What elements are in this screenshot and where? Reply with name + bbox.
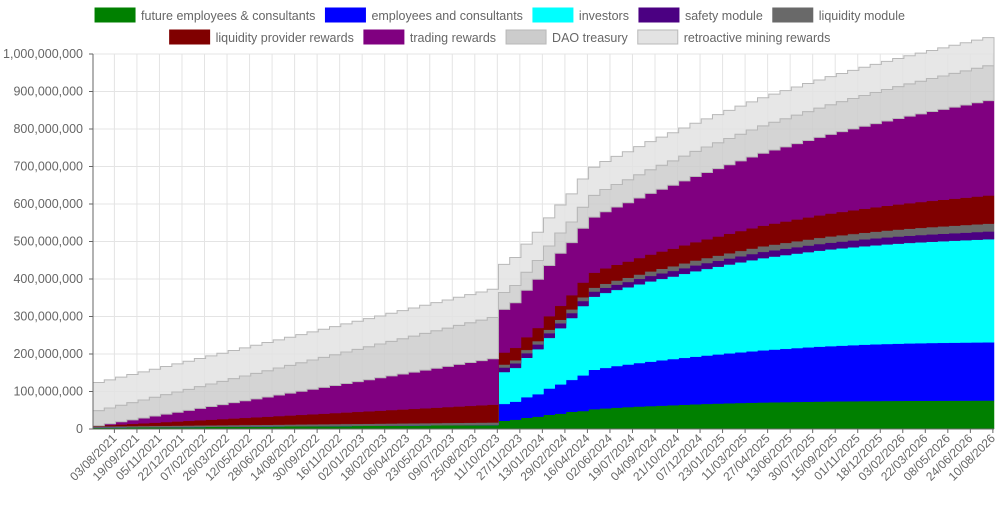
legend-item-liquidity-module[interactable]: liquidity module	[772, 7, 905, 23]
legend-item-safety-module[interactable]: safety module	[638, 7, 763, 23]
y-tick-label: 900,000,000	[13, 85, 83, 99]
legend-item-employees-and-consultants[interactable]: employees and consultants	[324, 7, 523, 23]
legend-item-investors[interactable]: investors	[532, 7, 629, 23]
legend-swatch	[532, 7, 574, 23]
legend-label: investors	[579, 9, 629, 23]
series-areas	[92, 37, 995, 430]
legend-item-trading-rewards[interactable]: trading rewards	[363, 29, 496, 45]
y-tick-label: 600,000,000	[13, 197, 83, 211]
y-tick-label: 100,000,000	[13, 385, 83, 399]
legend: future employees & consultants employees …	[94, 7, 905, 45]
legend-swatch	[637, 29, 679, 45]
y-tick-label: 1,000,000,000	[3, 47, 83, 61]
y-tick-label: 200,000,000	[13, 347, 83, 361]
legend-swatch	[324, 7, 366, 23]
legend-label: safety module	[685, 9, 763, 23]
area-retroactive-mining-rewards	[92, 37, 995, 412]
legend-label: retroactive mining rewards	[684, 31, 831, 45]
legend-label: liquidity provider rewards	[216, 31, 354, 45]
legend-swatch	[638, 7, 680, 23]
legend-swatch	[772, 7, 814, 23]
y-tick-label: 500,000,000	[13, 235, 83, 249]
legend-swatch	[94, 7, 136, 23]
legend-swatch	[169, 29, 211, 45]
legend-label: trading rewards	[410, 31, 496, 45]
y-axis-ticks: 0 100,000,000 200,000,000 300,000,000 400,00…	[3, 47, 93, 436]
legend-swatch	[505, 29, 547, 45]
legend-label: employees and consultants	[371, 9, 522, 23]
legend-label: liquidity module	[819, 9, 905, 23]
y-tick-label: 0	[76, 422, 83, 436]
x-axis-ticks: 03/08/202119/09/202105/11/202122/12/2021…	[67, 429, 998, 484]
legend-swatch	[363, 29, 405, 45]
legend-label: future employees & consultants	[141, 9, 315, 23]
y-tick-label: 300,000,000	[13, 310, 83, 324]
y-tick-label: 700,000,000	[13, 160, 83, 174]
legend-item-future-employees-consultants[interactable]: future employees & consultants	[94, 7, 315, 23]
legend-label: DAO treasury	[552, 31, 628, 45]
legend-item-dao-treasury[interactable]: DAO treasury	[505, 29, 629, 45]
y-tick-label: 800,000,000	[13, 122, 83, 136]
legend-item-retroactive-mining-rewards[interactable]: retroactive mining rewards	[637, 29, 831, 45]
y-tick-label: 400,000,000	[13, 272, 83, 286]
legend-item-liquidity-provider-rewards[interactable]: liquidity provider rewards	[169, 29, 354, 45]
